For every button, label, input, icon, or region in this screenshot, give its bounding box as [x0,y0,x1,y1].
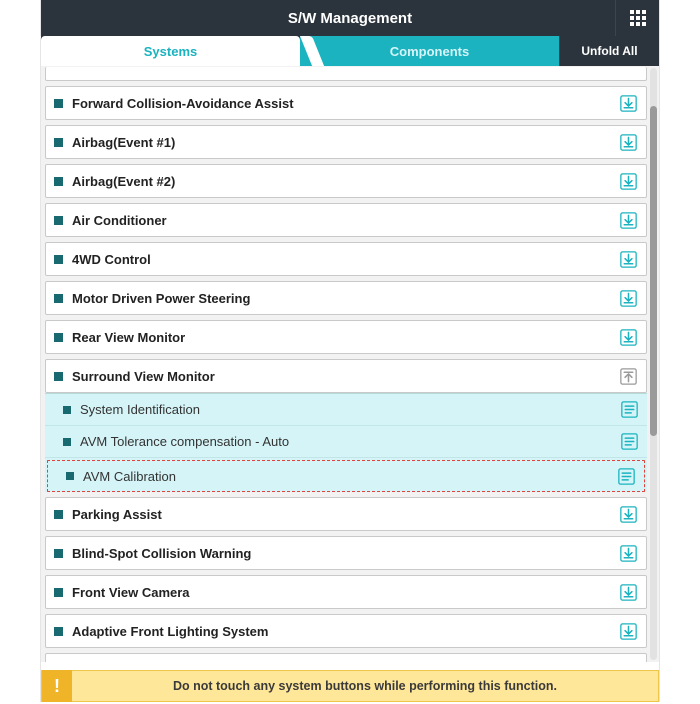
download-icon[interactable] [620,212,638,229]
row-bullet-icon [54,255,63,264]
row-label: Parking Assist [72,507,620,522]
list-item[interactable]: Auto Headlamp Leveling System [45,653,647,662]
download-icon[interactable] [620,134,638,151]
row-label: Front View Camera [72,585,620,600]
document-icon[interactable] [621,433,639,450]
row-label: 4WD Control [72,252,620,267]
row-bullet-icon [54,588,63,597]
list-item[interactable]: Adaptive Front Lighting System [45,614,647,648]
row-label: Forward Collision-Avoidance Assist [72,96,620,111]
row-bullet-icon [54,333,63,342]
tab-bar: Systems Components Unfold All [41,36,659,66]
document-icon[interactable] [618,468,636,485]
row-bullet-icon [54,216,63,225]
warning-banner: ! Do not touch any system buttons while … [41,670,659,702]
row-label: Adaptive Front Lighting System [72,624,620,639]
unfold-all-button[interactable]: Unfold All [559,36,659,66]
row-bullet-icon [66,472,74,480]
upload-icon[interactable] [620,368,638,385]
warning-text: Do not touch any system buttons while pe… [72,679,658,693]
sub-list-item[interactable]: AVM Calibration [47,460,645,492]
list-item[interactable]: Air Conditioner [45,203,647,237]
row-bullet-icon [54,99,63,108]
row-label: Airbag(Event #1) [72,135,620,150]
list-item[interactable]: 4WD Control [45,242,647,276]
download-icon[interactable] [620,95,638,112]
row-label: Air Conditioner [72,213,620,228]
download-icon[interactable] [620,329,638,346]
row-bullet-icon [54,549,63,558]
app-header: S/W Management [41,0,659,36]
row-bullet-icon [54,510,63,519]
apps-grid-icon[interactable] [615,0,659,36]
download-icon[interactable] [620,506,638,523]
row-bullet-icon [54,138,63,147]
download-icon[interactable] [620,662,638,663]
row-label: Surround View Monitor [72,369,620,384]
systems-list: Forward Collision-Avoidance Assist Airbag… [41,66,659,662]
row-label: Rear View Monitor [72,330,620,345]
row-bullet-icon [54,627,63,636]
row-label: Airbag(Event #2) [72,174,620,189]
row-bullet-icon [54,372,63,381]
download-icon[interactable] [620,545,638,562]
sub-list-item[interactable]: AVM Tolerance compensation - Auto [45,426,647,458]
document-icon[interactable] [621,401,639,418]
sub-list-item[interactable]: System Identification [45,394,647,426]
tab-systems[interactable]: Systems [41,36,300,66]
scrollbar-thumb[interactable] [650,106,657,436]
list-item[interactable]: Motor Driven Power Steering [45,281,647,315]
warning-icon: ! [42,670,72,702]
row-label: Motor Driven Power Steering [72,291,620,306]
list-item[interactable]: Blind-Spot Collision Warning [45,536,647,570]
list-item[interactable]: Parking Assist [45,497,647,531]
list-item[interactable]: Forward Collision-Avoidance Assist [45,86,647,120]
row-label: Blind-Spot Collision Warning [72,546,620,561]
list-item[interactable] [45,67,647,81]
sub-row-label: AVM Calibration [83,469,618,484]
row-bullet-icon [63,438,71,446]
list-item[interactable]: Airbag(Event #2) [45,164,647,198]
download-icon[interactable] [620,173,638,190]
download-icon[interactable] [620,623,638,640]
sub-row-label: AVM Tolerance compensation - Auto [80,434,621,449]
list-item[interactable]: Rear View Monitor [45,320,647,354]
list-item[interactable]: Front View Camera [45,575,647,609]
tab-components[interactable]: Components [300,36,559,66]
sub-row-label: System Identification [80,402,621,417]
list-item[interactable]: Airbag(Event #1) [45,125,647,159]
download-icon[interactable] [620,290,638,307]
download-icon[interactable] [620,251,638,268]
row-bullet-icon [54,294,63,303]
row-bullet-icon [54,177,63,186]
page-title: S/W Management [41,10,659,27]
list-item[interactable]: Surround View Monitor [45,359,647,393]
download-icon[interactable] [620,584,638,601]
row-bullet-icon [63,406,71,414]
